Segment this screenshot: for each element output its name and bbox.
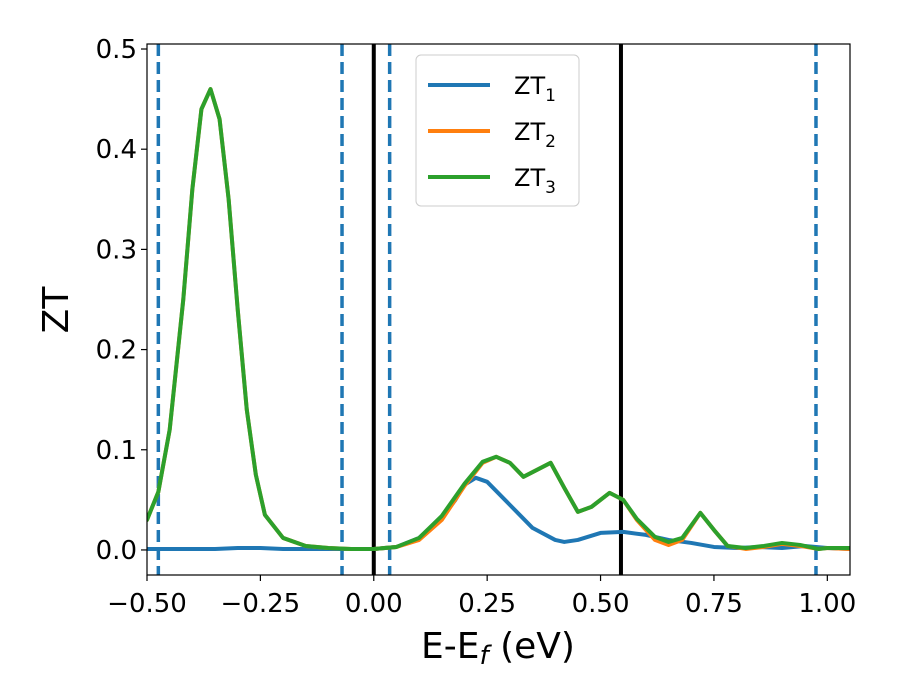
legend: ZT1 ZT2 ZT3	[415, 54, 580, 207]
x-tick-label: −0.25	[221, 589, 301, 619]
x-axis-ticks: −0.50 −0.25 0.00 0.25 0.50 0.75 1.00	[107, 575, 856, 619]
y-tick-label: 0.4	[96, 135, 137, 165]
y-tick-label: 0.3	[96, 235, 137, 265]
x-tick-label: 0.50	[572, 589, 630, 619]
x-tick-label: 0.25	[458, 589, 516, 619]
y-axis-ticks: 0.0 0.1 0.2 0.3 0.4 0.5	[96, 35, 147, 566]
x-tick-label: 0.75	[685, 589, 743, 619]
legend-label-zt3: ZT3	[514, 164, 556, 198]
y-tick-label: 0.2	[96, 336, 137, 366]
x-tick-label: −0.50	[107, 589, 187, 619]
x-tick-label: 0.00	[345, 589, 403, 619]
x-axis-label: E-E	[421, 626, 479, 667]
legend-label-zt2: ZT2	[514, 118, 556, 152]
series-lines	[147, 87, 850, 551]
y-axis-title: ZT	[36, 286, 77, 334]
x-axis-title: E-Ef (eV)	[421, 626, 575, 671]
legend-label-zt1: ZT1	[514, 72, 556, 106]
x-axis-label-unit: (eV)	[489, 626, 575, 667]
series-line-zt3	[147, 87, 850, 551]
series-line-zt1	[147, 475, 850, 551]
y-tick-label: 0.5	[96, 35, 137, 65]
plot-frame	[146, 43, 851, 576]
x-tick-label: 1.00	[798, 589, 856, 619]
y-tick-label: 0.1	[96, 436, 137, 466]
y-tick-label: 0.0	[96, 536, 137, 566]
legend-frame	[415, 54, 580, 207]
